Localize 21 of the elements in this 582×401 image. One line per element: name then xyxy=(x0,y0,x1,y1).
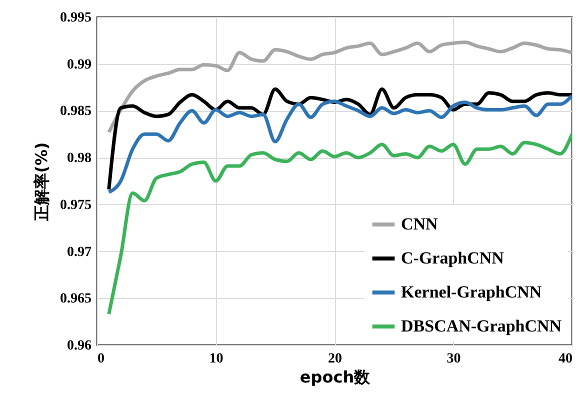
line-series xyxy=(107,40,572,134)
line-series xyxy=(107,132,572,316)
x-axis-title: epoch数 xyxy=(300,368,372,386)
legend-label: Kernel-GraphCNN xyxy=(401,282,542,302)
y-tick-label: 0.965 xyxy=(60,292,92,307)
legend-label: CNN xyxy=(401,214,439,234)
x-tick-label: 10 xyxy=(209,352,224,366)
y-tick-label: 0.975 xyxy=(60,198,92,213)
x-tick-label: 30 xyxy=(446,352,461,366)
y-tick-label: 0.97 xyxy=(67,244,92,260)
x-tick-label: 0 xyxy=(98,352,104,366)
x-tick-label: 40 xyxy=(558,352,572,366)
y-tick-label: 0.995 xyxy=(60,10,92,26)
y-tick-label: 0.98 xyxy=(67,151,92,166)
y-axis-title: 正解率(%) xyxy=(32,142,51,222)
y-tick-label: 0.96 xyxy=(67,338,92,354)
x-tick-label: 20 xyxy=(328,352,342,366)
legend-label: C-GraphCNN xyxy=(401,248,505,268)
legend-label: DBSCAN-GraphCNN xyxy=(401,316,562,336)
y-tick-label: 0.99 xyxy=(67,57,92,72)
y-tick-label: 0.985 xyxy=(60,104,92,120)
